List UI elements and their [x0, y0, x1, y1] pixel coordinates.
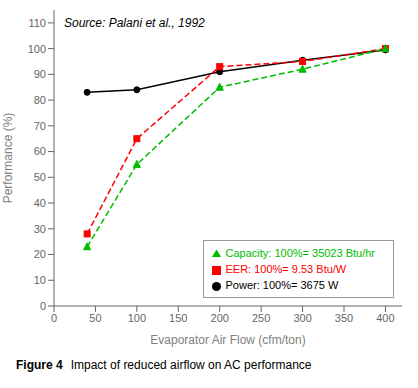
html-text:Power: 100%= 3675 W: Power: 100%= 3675 W — [225, 279, 339, 291]
html-text:Figure 4: Figure 4 — [16, 358, 63, 372]
svg-text:110: 110 — [28, 17, 46, 29]
svg-text:50: 50 — [89, 312, 101, 324]
html-text:EER: 100%= 9.53 Btu/W: EER: 100%= 9.53 Btu/W — [225, 263, 347, 275]
svg-text:300: 300 — [293, 312, 311, 324]
html-text:Source: Palani et al., 1992: Source: Palani et al., 1992 — [64, 16, 205, 30]
svg-text:350: 350 — [335, 312, 353, 324]
svg-text:30: 30 — [34, 223, 46, 235]
svg-text:60: 60 — [34, 145, 46, 157]
svg-text:40: 40 — [34, 197, 46, 209]
svg-text:80: 80 — [34, 94, 46, 106]
svg-text:400: 400 — [376, 312, 394, 324]
svg-text:Performance (%): Performance (%) — [8, 113, 15, 204]
html-text:Impact of reduced airflow on A: Impact of reduced airflow on AC performa… — [70, 358, 312, 372]
svg-text:250: 250 — [252, 312, 270, 324]
svg-text:50: 50 — [34, 171, 46, 183]
svg-text:100: 100 — [28, 43, 46, 55]
svg-text:100: 100 — [128, 312, 146, 324]
html-text:Capacity: 100%= 35023 Btu/hr: Capacity: 100%= 35023 Btu/hr — [225, 247, 375, 259]
svg-text:70: 70 — [34, 120, 46, 132]
svg-text:0: 0 — [40, 300, 46, 312]
svg-text:0: 0 — [51, 312, 57, 324]
svg-text:150: 150 — [169, 312, 187, 324]
svg-text:10: 10 — [34, 274, 46, 286]
svg-text:90: 90 — [34, 68, 46, 80]
svg-text:20: 20 — [34, 248, 46, 260]
svg-text:Evaporator Air Flow (cfm/ton): Evaporator Air Flow (cfm/ton) — [150, 333, 305, 347]
svg-text:200: 200 — [211, 312, 229, 324]
